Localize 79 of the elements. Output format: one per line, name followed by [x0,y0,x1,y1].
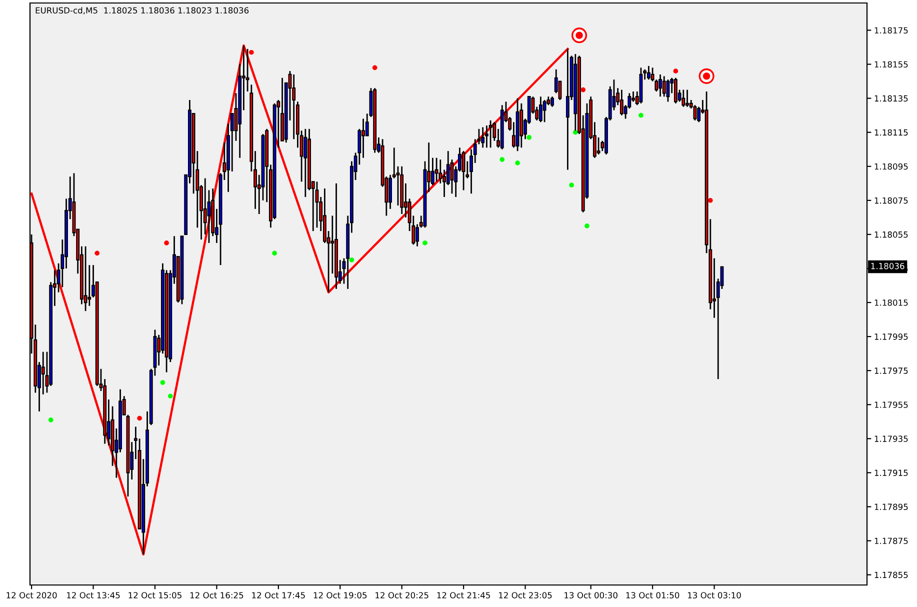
x-tick-label: 12 Oct 2020 [6,592,57,598]
x-tick-label: 12 Oct 17:45 [252,592,305,598]
candlestick [362,118,365,159]
candlestick [542,99,546,123]
y-tick-label: 1.17855 [874,572,908,578]
candlestick [292,74,296,140]
point [569,182,574,188]
candlestick [484,124,488,148]
candlestick [693,104,697,122]
x-tick-label: 12 Oct 15:05 [128,592,182,598]
point [168,394,173,399]
y-tick-label: 1.18135 [874,95,908,102]
point [272,250,277,256]
x-tick-label: 13 Oct 00:30 [564,592,618,598]
point [48,418,54,422]
candlestick [304,128,308,198]
y-tick-label: 1.17935 [874,436,908,442]
x-tick-label: 12 Oct 23:05 [499,592,552,598]
candlestick [550,96,554,108]
point [137,416,142,421]
point [94,250,100,256]
y-tick-label: 1.17895 [874,504,908,510]
candlestick [84,246,88,312]
y-tick-label: 1.18055 [874,231,908,238]
x-tick-label: 13 Oct 03:10 [688,592,741,598]
point [673,68,678,74]
point [422,240,428,246]
candlestick [41,351,45,396]
x-tick-label: 13 Oct 01:50 [626,592,680,598]
y-tick-label: 1.18075 [874,197,908,204]
point [638,112,644,118]
candlestick [462,150,466,191]
point [584,224,590,228]
point [526,135,532,140]
candlestick [538,96,542,123]
candlestick [434,157,438,182]
x-tick-label: 12 Oct 19:05 [314,592,367,598]
y-tick-label: 1.17915 [874,470,908,476]
y-tick-label: 1.18115 [874,129,908,136]
y-tick-label: 1.17975 [874,368,908,374]
annotation: 1.18036 [871,262,904,270]
candlestick [330,215,334,274]
y-tick-label: 1.17995 [874,334,908,340]
candlestick [88,264,92,307]
x-tick-label: 12 Oct 13:45 [67,592,120,598]
candlestick [682,89,686,108]
candlestick [658,74,662,98]
y-tick-label: 1.18155 [874,61,908,68]
point [580,87,586,92]
point [160,380,166,385]
candlestick [566,48,570,170]
y-tick-label: 1.17875 [874,538,908,544]
y-tick-label: 1.17955 [874,402,908,408]
line-series [30,44,569,556]
y-tick-label: 1.18175 [874,27,908,34]
point [164,240,169,246]
chart-title: EURUSD-cd,M5 1.18025 1.18036 1.18023 1.18036 [36,7,249,14]
candlestick [662,75,666,98]
y-tick-label: 1.18015 [874,299,908,306]
point [500,157,505,162]
candlestick [686,89,689,108]
point [572,130,578,135]
x-tick-label: 12 Oct 16:25 [190,592,244,598]
candlestick [666,78,670,102]
candlestick [620,89,624,116]
point [708,198,713,203]
y-tick-label: 1.18095 [874,163,908,170]
point [248,50,254,55]
point [372,65,378,70]
candlestick [674,77,678,104]
point [515,160,520,166]
candlestick [315,180,319,228]
x-tick-label: 12 Oct 20:25 [376,592,428,598]
x-tick-label: 12 Oct 21:45 [437,592,490,598]
candlestick [596,136,600,156]
candlestick [481,126,485,148]
candlestick [488,120,492,148]
candlestick [646,65,650,80]
point [349,258,354,262]
